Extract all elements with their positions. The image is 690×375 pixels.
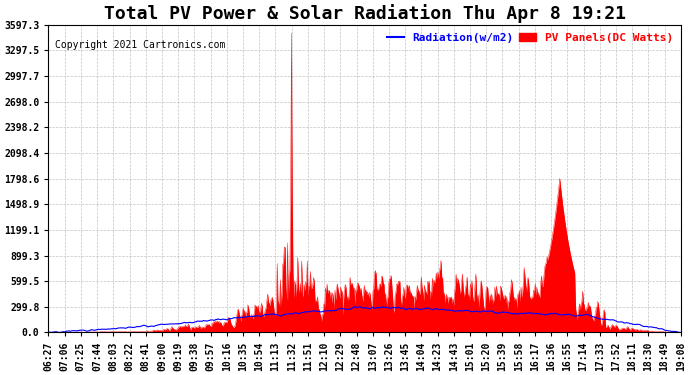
Legend: Radiation(w/m2), PV Panels(DC Watts): Radiation(w/m2), PV Panels(DC Watts) bbox=[384, 30, 676, 45]
Title: Total PV Power & Solar Radiation Thu Apr 8 19:21: Total PV Power & Solar Radiation Thu Apr… bbox=[104, 4, 626, 23]
Text: Copyright 2021 Cartronics.com: Copyright 2021 Cartronics.com bbox=[55, 40, 225, 50]
